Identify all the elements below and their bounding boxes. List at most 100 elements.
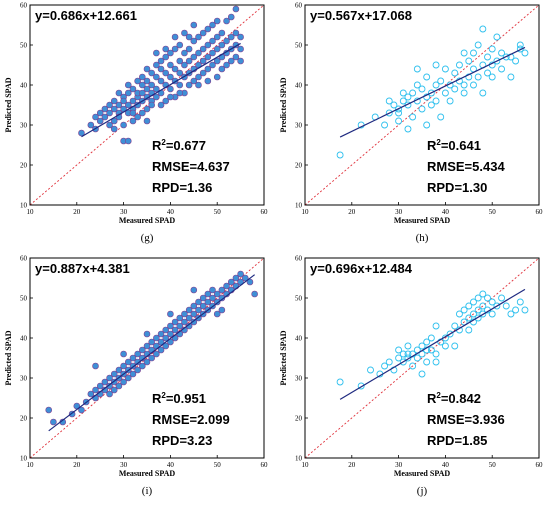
data-point <box>418 370 426 378</box>
data-point <box>399 97 407 105</box>
panel-caption: (i) <box>142 485 153 497</box>
y-tick-label: 60 <box>295 255 303 263</box>
data-point <box>106 101 113 109</box>
data-point <box>479 310 487 318</box>
data-point <box>423 121 431 129</box>
data-point <box>124 101 132 109</box>
data-point <box>176 322 184 330</box>
data-point <box>167 322 174 330</box>
data-point <box>96 117 104 125</box>
data-point <box>139 89 146 97</box>
data-point <box>199 69 207 77</box>
data-point <box>427 101 435 109</box>
data-point <box>157 57 165 65</box>
data-point <box>432 81 440 89</box>
x-axis-label: Measured SPAD <box>119 469 176 478</box>
x-tick-label: 10 <box>302 461 310 469</box>
data-point <box>204 65 212 73</box>
data-point <box>190 318 198 326</box>
x-tick-label: 20 <box>73 461 81 469</box>
data-point <box>399 350 407 358</box>
data-point <box>367 366 374 374</box>
data-point <box>110 386 118 394</box>
data-point <box>470 298 477 306</box>
data-point <box>441 89 449 97</box>
data-point <box>213 310 221 318</box>
data-point <box>139 362 146 370</box>
rpd-label: RPD=1.36 <box>152 180 212 195</box>
data-point <box>106 121 113 129</box>
x-tick-label: 60 <box>261 208 269 216</box>
data-point <box>465 57 473 65</box>
data-point <box>227 57 235 65</box>
data-point <box>427 89 435 97</box>
data-point <box>87 390 95 398</box>
data-point <box>204 290 212 298</box>
data-point <box>115 101 123 109</box>
data-point <box>106 374 113 382</box>
y-tick-label: 30 <box>20 375 28 383</box>
regression-line <box>339 288 526 400</box>
data-point <box>181 310 188 318</box>
y-tick-label: 20 <box>295 162 303 170</box>
data-point <box>195 73 202 81</box>
data-point <box>213 57 221 65</box>
data-point <box>474 73 482 81</box>
data-point <box>232 274 240 282</box>
data-point <box>190 37 198 45</box>
data-point <box>409 113 417 121</box>
data-point <box>181 61 188 69</box>
data-point <box>129 85 137 93</box>
data-point <box>157 65 165 73</box>
data-point <box>176 69 184 77</box>
y-tick-label: 50 <box>20 42 28 50</box>
data-point <box>195 306 202 314</box>
y-axis-label: Predicted SPAD <box>4 77 13 132</box>
data-point <box>124 137 132 145</box>
data-point <box>124 81 132 89</box>
chart-svg: 10 20 30 40 50 60 10 20 30 40 50 60 Measured SPAD Pre… <box>4 2 269 245</box>
data-point <box>404 125 412 133</box>
data-point <box>479 302 487 310</box>
data-point <box>204 298 212 306</box>
data-point <box>465 314 473 322</box>
data-point <box>199 294 207 302</box>
data-point <box>129 109 137 117</box>
data-point <box>460 89 468 97</box>
x-tick-label: 30 <box>395 208 403 216</box>
y-tick-label: 60 <box>20 2 28 10</box>
data-point <box>404 354 412 362</box>
data-point <box>143 358 151 366</box>
regression-line <box>339 46 526 138</box>
x-tick-label: 40 <box>167 208 175 216</box>
data-point <box>129 97 137 105</box>
data-point <box>120 378 127 386</box>
data-point <box>176 57 184 65</box>
data-point <box>120 350 127 358</box>
data-point <box>423 358 431 366</box>
data-point <box>418 105 426 113</box>
data-point <box>115 382 123 390</box>
data-point <box>134 77 141 85</box>
data-point <box>176 81 184 89</box>
data-point <box>488 310 496 318</box>
y-tick-label: 50 <box>20 295 28 303</box>
data-point <box>516 298 524 306</box>
rmse-label: RMSE=5.434 <box>427 159 505 174</box>
data-point <box>488 45 496 53</box>
data-point <box>336 151 344 159</box>
data-point <box>139 73 146 81</box>
data-point <box>409 89 417 97</box>
data-point <box>190 21 198 29</box>
data-point <box>451 342 459 350</box>
y-tick-label: 10 <box>295 202 303 210</box>
data-point <box>101 113 109 121</box>
data-point <box>120 97 127 105</box>
data-point <box>427 346 435 354</box>
data-point <box>50 418 57 426</box>
y-tick-label: 40 <box>295 82 303 90</box>
data-point <box>507 310 515 318</box>
data-point <box>437 113 445 121</box>
data-point <box>218 286 226 294</box>
data-point <box>96 109 104 117</box>
